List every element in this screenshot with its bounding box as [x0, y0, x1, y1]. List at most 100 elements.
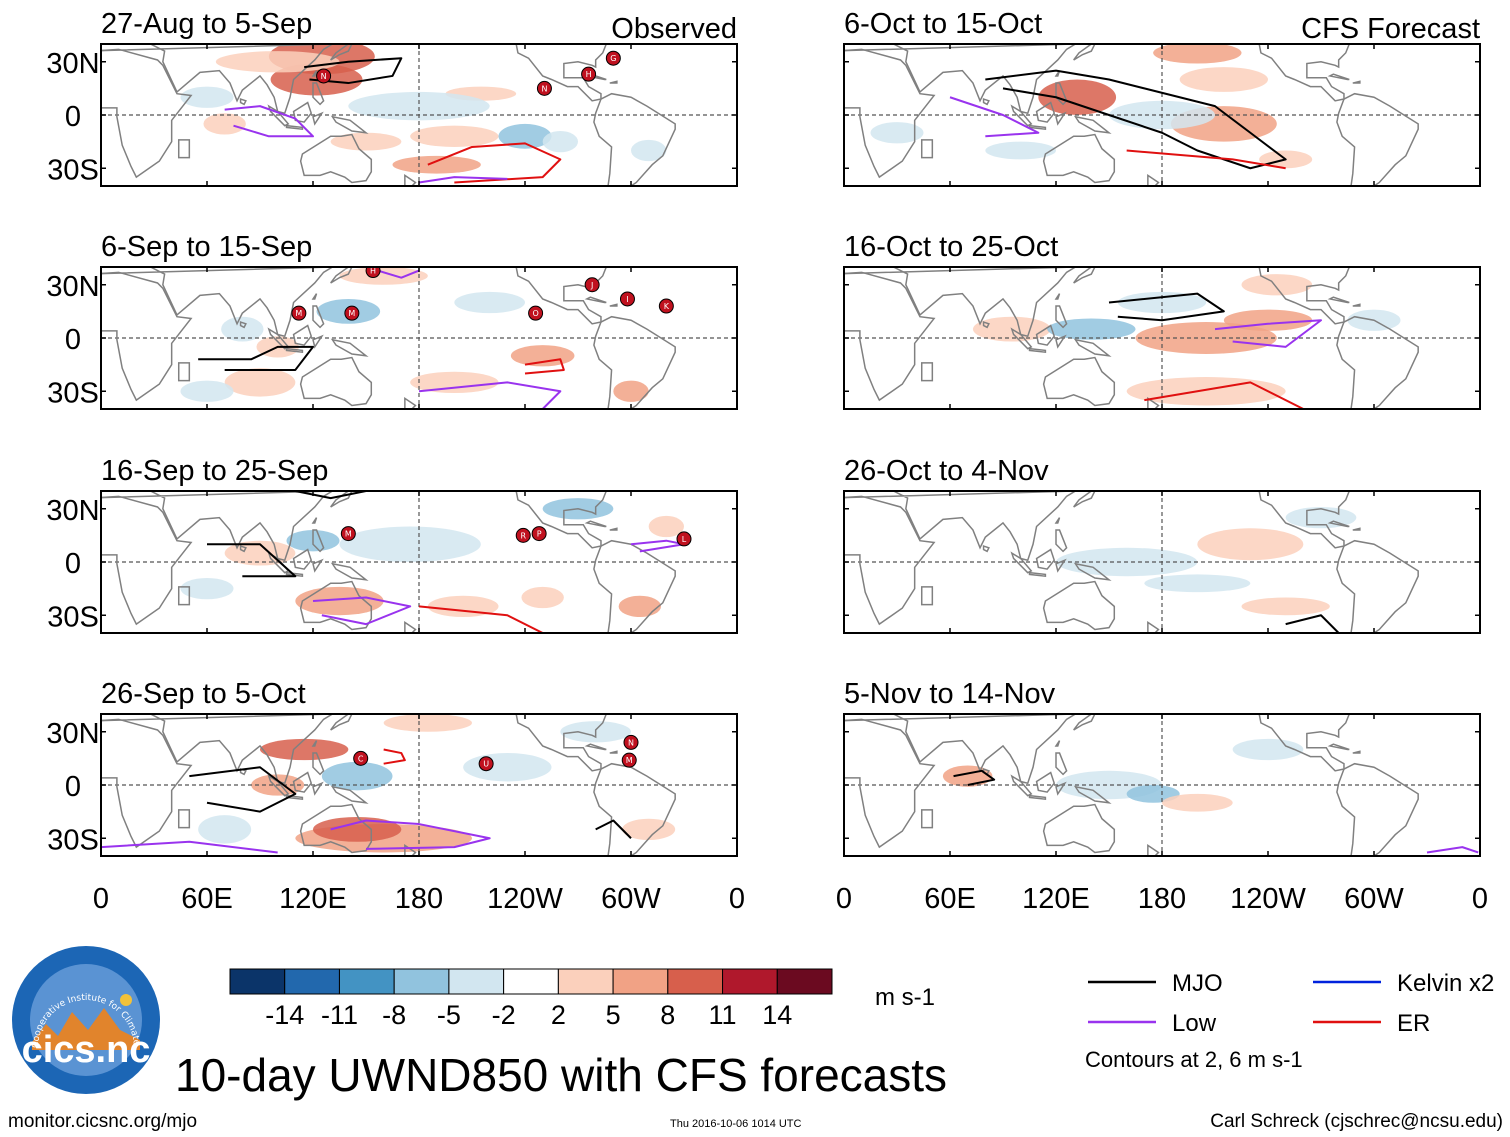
coastline-newguinea	[1073, 785, 1112, 804]
coastline-india_sl	[239, 544, 247, 553]
figure-title: 10-day UWND850 with CFS forecasts	[175, 1049, 947, 1101]
coastline-borneo	[292, 771, 313, 793]
tropical-cyclone-marker: U	[478, 756, 494, 772]
colorbar-swatch	[393, 968, 450, 995]
wind-anomaly-region	[410, 371, 499, 394]
coastline-namerica	[1258, 44, 1351, 102]
coastline-newguinea	[330, 338, 369, 357]
panel-ticks	[100, 44, 738, 186]
wind-anomaly-region	[1197, 528, 1304, 561]
map-panels: N N H G 27-Aug to 5-Sep Observed 30N 0 30S H M M O J I…	[46, 8, 1488, 915]
wind-anomaly-region	[180, 577, 234, 600]
coastline-borneo	[1035, 771, 1056, 793]
latitude-tick-label: 30S	[47, 601, 99, 633]
coastline-sulawesi	[1055, 558, 1067, 573]
coastline-cuba	[1327, 296, 1350, 304]
coastline-java	[1028, 124, 1047, 131]
colorbar-swatch	[667, 968, 724, 995]
coastline-australia	[299, 803, 373, 854]
coastline-phil	[312, 529, 325, 553]
contour-line	[1108, 292, 1225, 322]
coastline-japan	[330, 714, 353, 731]
coastline-africa	[844, 48, 936, 179]
coastline-africa	[101, 48, 193, 179]
obs-panel-1: N N H G 27-Aug to 5-Sep Observed 30N 0 30S	[46, 8, 738, 187]
coastline-japan	[1073, 714, 1096, 731]
coastline-africa	[101, 271, 193, 402]
tropical-cyclone-marker: P	[531, 526, 547, 542]
wind-anomaly-region	[613, 380, 649, 402]
colorbar-tick-label: -8	[382, 1000, 406, 1030]
coastline-australia	[1042, 580, 1116, 631]
coastline-eurasia	[101, 491, 334, 562]
wind-anomaly-region	[1153, 44, 1242, 64]
colorbar-swatch	[503, 968, 559, 995]
tropical-cyclone-marker: M	[621, 752, 637, 768]
colorbar-units: m s-1	[875, 984, 935, 1011]
tropical-cyclone-marker: K	[658, 298, 674, 314]
coastline-madagascar	[920, 809, 934, 829]
coastline-borneo	[292, 548, 313, 570]
wind-anomaly-region	[410, 125, 499, 147]
coastline-borneo	[1035, 548, 1056, 570]
colorbar-tick-label: 5	[606, 1000, 621, 1030]
coastline-namerica	[515, 714, 608, 772]
panel-ticks	[100, 267, 738, 409]
coastline-japan	[330, 44, 353, 61]
coastline-samerica	[593, 92, 676, 186]
panel-period-title: 16-Sep to 25-Sep	[101, 455, 328, 487]
colorbar-tick-label: -5	[437, 1000, 461, 1030]
tropical-cyclone-marker: H	[581, 66, 597, 82]
coastline-sulawesi	[312, 558, 324, 573]
logo-wordmark: cics.nc	[22, 1029, 151, 1071]
coastline-namerica	[1258, 267, 1351, 325]
coastline-phil	[1055, 82, 1068, 106]
colorbar-tick-label: 8	[660, 1000, 675, 1030]
coastline-java	[285, 571, 304, 578]
wind-anomaly-region	[985, 141, 1056, 160]
coastline-taiwan	[311, 293, 318, 300]
storm-label: P	[537, 530, 542, 539]
panel-period-title: 16-Oct to 25-Oct	[844, 231, 1058, 263]
fc-panel-2: 16-Oct to 25-Oct	[843, 231, 1481, 410]
coastline-eurasia	[101, 44, 334, 115]
wind-anomaly-region	[1038, 79, 1117, 115]
coastline-namerica	[1258, 714, 1351, 772]
footer-credit: Carl Schreck (cjschrec@ncsu.edu)	[1210, 1111, 1503, 1132]
coastline-madagascar	[920, 586, 934, 606]
tropical-cyclone-marker: M	[340, 526, 356, 542]
wind-anomaly-region	[392, 155, 481, 174]
colorbar-swatch	[612, 968, 669, 995]
coastline-borneo	[1035, 101, 1056, 123]
coastline-sumatra	[1010, 104, 1033, 127]
longitude-tick-label: 180	[395, 883, 443, 915]
longitude-tick-label: 60W	[601, 883, 661, 915]
wind-anomaly-region	[198, 815, 252, 844]
coastline-hisp	[1352, 527, 1361, 531]
longitude-tick-label: 120W	[487, 883, 563, 915]
colorbar-swatch	[557, 968, 614, 995]
legend-label: Kelvin x2	[1397, 970, 1494, 997]
coastline-madagascar	[920, 139, 934, 159]
coastline-cuba	[584, 743, 607, 751]
wind-anomaly-region	[348, 91, 490, 121]
coastline-australia	[1042, 356, 1116, 407]
contour-line	[101, 840, 278, 854]
contour-line	[198, 345, 314, 371]
wind-anomaly-region	[1126, 377, 1286, 406]
contour-line	[953, 769, 996, 786]
coastline-taiwan	[1054, 293, 1061, 300]
storm-label: N	[321, 72, 327, 81]
wind-anomaly-region	[1126, 785, 1180, 803]
coastline-madagascar	[177, 809, 191, 829]
coastline-africa	[101, 495, 193, 626]
contour-line	[304, 57, 403, 85]
tropical-cyclone-marker: M	[291, 305, 307, 321]
coastline-newguinea	[1073, 115, 1112, 134]
contour-line	[1426, 846, 1479, 854]
coastline-sulawesi	[312, 781, 324, 796]
coastline-africa	[844, 718, 936, 849]
contour-line	[1126, 149, 1286, 170]
latitude-tick-label: 0	[65, 771, 81, 803]
